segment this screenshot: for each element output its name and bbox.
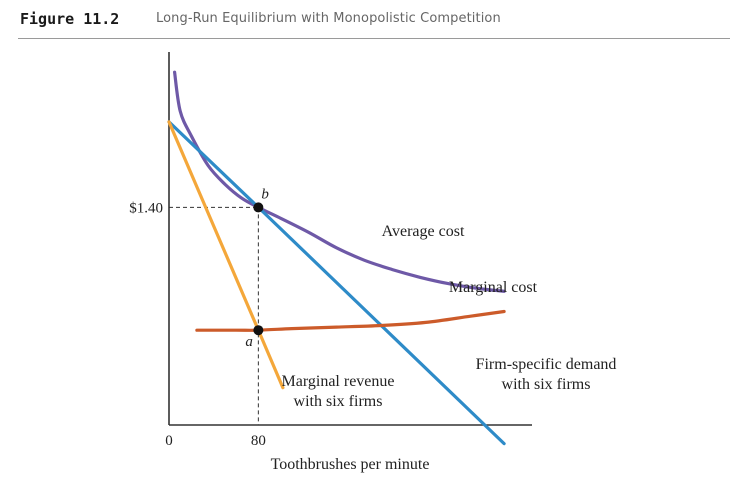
demand-label-line1: Firm-specific demand bbox=[476, 356, 617, 373]
x-tick-label: 80 bbox=[251, 433, 266, 449]
demand-label-line2: with six firms bbox=[502, 376, 591, 393]
figure-number: Figure 11.2 bbox=[20, 10, 120, 28]
average-cost-curve bbox=[173, 70, 506, 293]
y-tick-label: $1.40 bbox=[129, 200, 163, 216]
figure-header: Figure 11.2 Long-Run Equilibrium with Mo… bbox=[18, 8, 730, 39]
marginal-cost-curve bbox=[195, 309, 506, 332]
marginal-revenue-curve bbox=[167, 120, 285, 390]
demand-curve bbox=[167, 120, 506, 446]
x-tick-label-origin: 0 bbox=[165, 433, 173, 449]
point-a-label: a bbox=[245, 334, 253, 350]
point-b-marker bbox=[253, 202, 264, 213]
average-cost-label: Average cost bbox=[382, 223, 465, 240]
marginal-cost-label: Marginal cost bbox=[449, 279, 538, 296]
marginal-revenue-label-line1: Marginal revenue bbox=[282, 373, 395, 390]
x-axis-label: Toothbrushes per minute bbox=[271, 456, 430, 473]
marginal-revenue-label-line2: with six firms bbox=[294, 393, 383, 410]
figure-title: Long-Run Equilibrium with Monopolistic C… bbox=[156, 11, 501, 26]
point-a-marker bbox=[253, 325, 264, 336]
point-b-label: b bbox=[261, 186, 269, 202]
